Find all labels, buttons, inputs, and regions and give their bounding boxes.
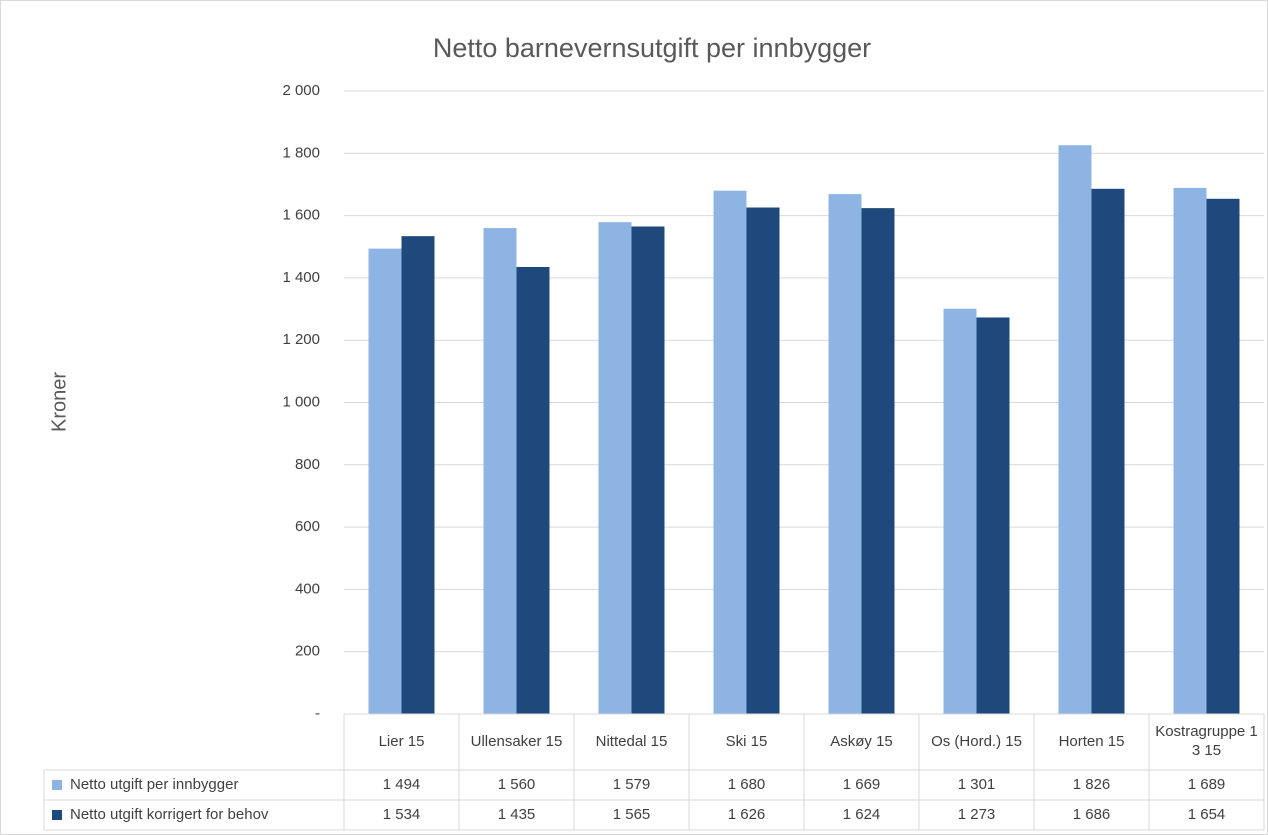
- data-label: 1 689: [1188, 776, 1226, 793]
- bar: [1058, 145, 1092, 715]
- y-tick-label: 1 000: [282, 393, 320, 410]
- x-tick-label: Nittedal 15: [595, 732, 668, 750]
- bar: [861, 208, 895, 714]
- x-tick-label: Askøy 15: [830, 732, 893, 750]
- x-tick-label: Ullensaker 15: [470, 732, 563, 750]
- data-label: 1 301: [958, 776, 996, 793]
- y-tick-label: 2 000: [282, 82, 320, 99]
- bar: [1091, 188, 1125, 714]
- y-tick-label: 800: [295, 456, 320, 473]
- x-tick-label: Horten 15: [1058, 732, 1125, 750]
- data-label: 1 680: [728, 776, 766, 793]
- legend-swatch: [52, 780, 62, 790]
- x-tick-label-box: Lier 15: [378, 732, 425, 750]
- y-axis-label: Kroner: [48, 372, 70, 432]
- data-label: 1 624: [843, 806, 881, 823]
- x-tick-label-box: Os (Hord.) 15: [931, 732, 1022, 750]
- data-label: 1 626: [728, 806, 766, 823]
- y-tick-label: 1 800: [282, 144, 320, 161]
- legend-label: Netto utgift per innbygger: [70, 776, 238, 793]
- legend-label: Netto utgift korrigert for behov: [70, 806, 269, 823]
- x-tick-label-box: Askøy 15: [830, 732, 893, 750]
- x-tick-label: Ski 15: [725, 732, 768, 750]
- x-tick-label: Kostragruppe 13 15: [1155, 723, 1258, 759]
- data-label: 1 826: [1073, 776, 1111, 793]
- bar: [746, 207, 780, 714]
- data-label: 1 435: [498, 806, 536, 823]
- data-label: 1 273: [958, 806, 996, 823]
- y-tick-label: 600: [295, 518, 320, 535]
- bar: [516, 266, 550, 714]
- bar: [631, 226, 665, 714]
- x-tick-label-box: Ullensaker 15: [470, 732, 563, 750]
- bar: [713, 190, 747, 714]
- data-label: 1 565: [613, 806, 651, 823]
- data-label: 1 560: [498, 776, 536, 793]
- y-tick-label: 1 400: [282, 269, 320, 286]
- bar: [943, 308, 977, 714]
- y-tick-label: 200: [295, 643, 320, 660]
- x-tick-label: Os (Hord.) 15: [931, 732, 1022, 750]
- legend-swatch: [52, 810, 62, 820]
- bar: [401, 236, 435, 714]
- y-tick-label: -: [315, 705, 320, 722]
- bar: [598, 222, 632, 715]
- data-label: 1 654: [1188, 806, 1226, 823]
- data-label: 1 534: [383, 806, 421, 823]
- y-tick-label: 1 600: [282, 207, 320, 224]
- x-tick-label-box: Kostragruppe 13 15: [1155, 723, 1258, 759]
- bar: [976, 317, 1010, 714]
- data-label: 1 669: [843, 776, 881, 793]
- bar: [368, 248, 402, 714]
- x-tick-label-box: Ski 15: [725, 732, 768, 750]
- chart-title: Netto barnevernsutgift per innbygger: [433, 33, 871, 63]
- x-tick-label-box: Nittedal 15: [595, 732, 668, 750]
- x-tick-label-box: Horten 15: [1058, 732, 1125, 750]
- y-tick-label: 1 200: [282, 331, 320, 348]
- data-label: 1 494: [383, 776, 421, 793]
- bar: [828, 194, 862, 714]
- bar: [1173, 187, 1207, 715]
- data-label: 1 579: [613, 776, 651, 793]
- y-tick-label: 400: [295, 580, 320, 597]
- bar: [483, 228, 517, 714]
- data-label: 1 686: [1073, 806, 1111, 823]
- bar: [1206, 198, 1240, 715]
- x-tick-label: Lier 15: [378, 732, 425, 750]
